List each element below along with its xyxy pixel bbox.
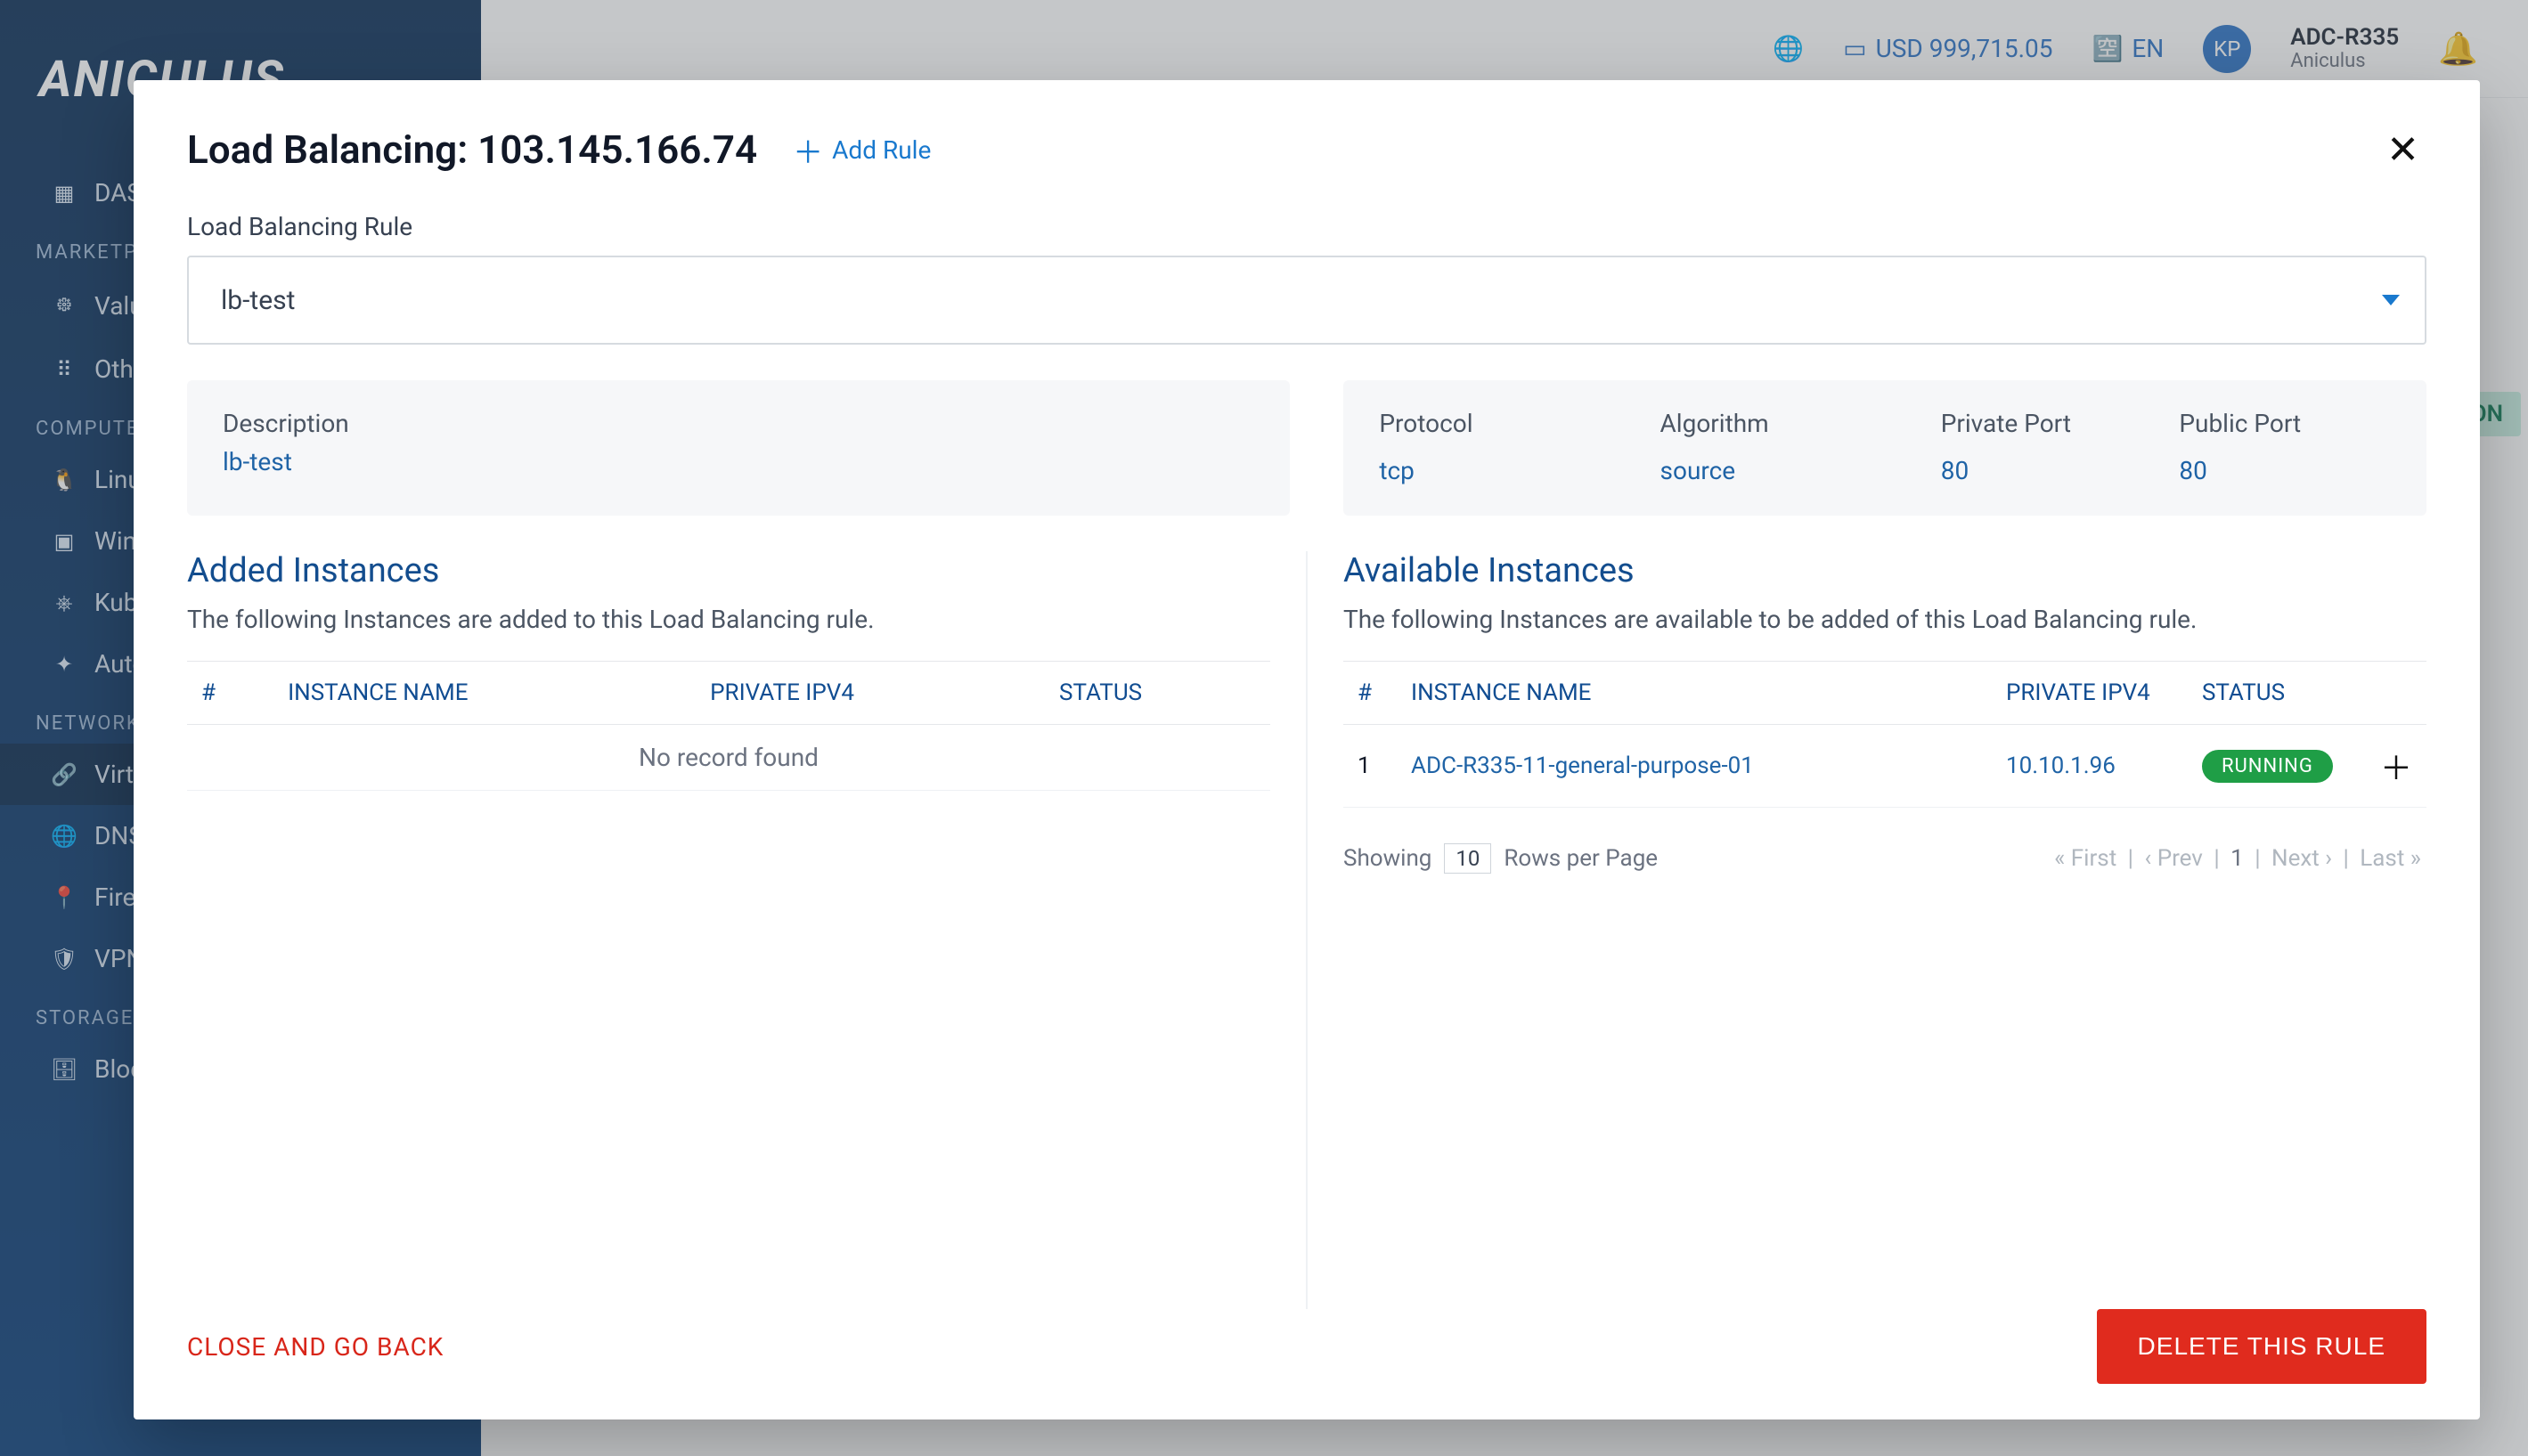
description-box: Description lb-test: [187, 380, 1290, 516]
pager-page: 1: [2225, 845, 2249, 872]
avail-title: Available Instances: [1343, 551, 2426, 590]
pager-showing: Showing: [1343, 845, 1431, 872]
pager-prev[interactable]: ‹ Prev: [2139, 845, 2207, 872]
protocol-value: tcp: [1379, 456, 1633, 485]
algorithm-label: Algorithm: [1660, 409, 1914, 438]
close-icon[interactable]: ✕: [2379, 123, 2426, 176]
add-rule-button[interactable]: ＋ Add Rule: [793, 128, 931, 172]
pager-rows-label: Rows per Page: [1504, 845, 1658, 872]
col-ip[interactable]: PRIVATE IPV4: [696, 662, 1045, 725]
pager-first[interactable]: « First: [2049, 845, 2122, 872]
rule-select-label: Load Balancing Rule: [187, 212, 2426, 241]
avail-sub: The following Instances are available to…: [1343, 605, 2426, 634]
description-value: lb-test: [223, 447, 1254, 476]
add-instance-icon[interactable]: ＋: [2366, 725, 2426, 808]
public-port-value: 80: [2179, 456, 2391, 485]
private-port-label: Private Port: [1941, 409, 2153, 438]
col-idx[interactable]: #: [1343, 662, 1397, 725]
added-title: Added Instances: [187, 551, 1270, 590]
algorithm-value: source: [1660, 456, 1914, 485]
col-ip[interactable]: PRIVATE IPV4: [1992, 662, 2188, 725]
delete-rule-button[interactable]: DELETE THIS RULE: [2097, 1309, 2426, 1384]
rule-select-value: lb-test: [221, 285, 295, 316]
rule-select[interactable]: lb-test: [187, 256, 2426, 345]
description-label: Description: [223, 409, 1254, 438]
available-instances-panel: Available Instances The following Instan…: [1306, 551, 2426, 1309]
col-idx[interactable]: #: [187, 662, 273, 725]
row-idx: 1: [1343, 725, 1397, 808]
pager-next[interactable]: Next ›: [2266, 845, 2337, 872]
public-port-label: Public Port: [2179, 409, 2391, 438]
row-name[interactable]: ADC-R335-11-general-purpose-01: [1397, 725, 1992, 808]
protocol-label: Protocol: [1379, 409, 1633, 438]
col-status[interactable]: STATUS: [1045, 662, 1270, 725]
private-port-value: 80: [1941, 456, 2153, 485]
no-record: No record found: [187, 725, 1270, 791]
pager: Showing 10 Rows per Page « First | ‹ Pre…: [1343, 843, 2426, 874]
close-go-back-button[interactable]: CLOSE AND GO BACK: [187, 1332, 444, 1362]
added-instances-table: # INSTANCE NAME PRIVATE IPV4 STATUS No r…: [187, 661, 1270, 791]
row-ip: 10.10.1.96: [1992, 725, 2188, 808]
col-name[interactable]: INSTANCE NAME: [1397, 662, 1992, 725]
rule-params-box: Protocol Algorithm Private Port Public P…: [1343, 380, 2426, 516]
add-rule-label: Add Rule: [832, 135, 931, 165]
status-badge: RUNNING: [2202, 750, 2333, 783]
modal-title: Load Balancing: 103.145.166.74: [187, 126, 757, 173]
col-status[interactable]: STATUS: [2188, 662, 2366, 725]
col-name[interactable]: INSTANCE NAME: [273, 662, 696, 725]
plus-icon: ＋: [793, 128, 823, 172]
added-sub: The following Instances are added to thi…: [187, 605, 1270, 634]
chevron-down-icon: [2382, 295, 2400, 305]
table-row: 1 ADC-R335-11-general-purpose-01 10.10.1…: [1343, 725, 2426, 808]
pager-last[interactable]: Last »: [2354, 845, 2426, 872]
added-instances-panel: Added Instances The following Instances …: [187, 551, 1270, 1309]
available-instances-table: # INSTANCE NAME PRIVATE IPV4 STATUS 1 AD…: [1343, 661, 2426, 808]
load-balancing-modal: Load Balancing: 103.145.166.74 ＋ Add Rul…: [134, 80, 2480, 1419]
pager-rows-input[interactable]: 10: [1444, 843, 1491, 874]
